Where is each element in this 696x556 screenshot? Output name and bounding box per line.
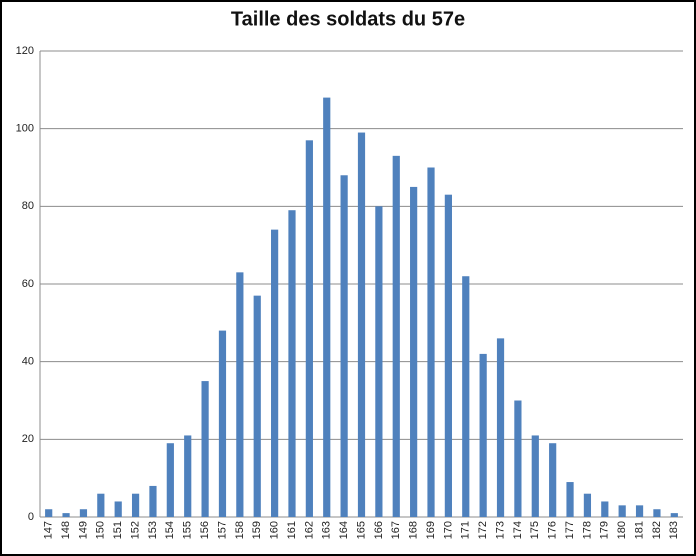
bar xyxy=(583,493,592,517)
y-tick-label: 120 xyxy=(16,45,34,57)
x-tick-label: 158 xyxy=(234,521,246,539)
x-tick-label: 151 xyxy=(112,521,124,539)
x-tick-label: 172 xyxy=(477,521,489,539)
x-tick-label: 147 xyxy=(43,521,55,539)
x-tick-label: 155 xyxy=(182,521,194,539)
y-tick-label: 60 xyxy=(22,278,34,290)
bar xyxy=(184,435,192,517)
chart-title: Taille des soldats du 57e xyxy=(231,8,465,30)
bar xyxy=(201,381,209,517)
bar xyxy=(670,513,678,517)
x-tick-label: 181 xyxy=(633,521,645,539)
x-tick-label: 160 xyxy=(269,521,281,539)
x-tick-label: 150 xyxy=(95,521,107,539)
bar xyxy=(618,505,626,517)
x-tick-label: 176 xyxy=(547,521,559,539)
bar xyxy=(427,167,435,517)
x-tick-label: 164 xyxy=(338,521,350,539)
x-tick-label: 159 xyxy=(251,521,263,539)
bar xyxy=(496,338,505,517)
bar xyxy=(479,353,487,517)
x-tick-label: 162 xyxy=(303,521,315,539)
x-tick-label: 179 xyxy=(599,521,611,539)
bar xyxy=(236,272,244,517)
bar xyxy=(653,509,661,517)
x-tick-label: 175 xyxy=(529,521,541,539)
x-tick-label: 169 xyxy=(425,521,437,539)
x-tick-label: 182 xyxy=(651,521,663,539)
x-tick-label: 174 xyxy=(512,521,524,539)
bar xyxy=(410,186,418,517)
x-tick-label: 177 xyxy=(564,521,576,539)
bar xyxy=(79,509,88,517)
y-tick-label: 80 xyxy=(22,200,34,212)
bar xyxy=(166,443,174,517)
bar xyxy=(340,175,348,517)
x-tick-label: 149 xyxy=(77,521,89,539)
x-tick-label: 163 xyxy=(321,521,333,539)
bar xyxy=(375,206,383,518)
x-tick-label: 170 xyxy=(442,521,454,539)
y-tick-label: 100 xyxy=(16,123,34,135)
y-tick-label: 0 xyxy=(28,511,34,523)
x-tick-label: 167 xyxy=(390,521,402,539)
bar xyxy=(131,493,140,517)
bar xyxy=(305,140,313,518)
x-tick-label: 171 xyxy=(460,521,472,539)
bar xyxy=(271,229,279,517)
x-tick-label: 165 xyxy=(355,521,367,539)
bar xyxy=(97,493,105,517)
bar xyxy=(323,97,331,517)
bar xyxy=(514,400,522,517)
x-tick-label: 183 xyxy=(668,521,680,539)
bar xyxy=(218,330,227,517)
y-tick-label: 40 xyxy=(22,356,34,368)
x-tick-label: 156 xyxy=(199,521,211,539)
bar xyxy=(444,194,452,517)
bar xyxy=(149,485,157,517)
bar xyxy=(635,505,644,517)
x-tick-label: 153 xyxy=(147,521,159,539)
bar xyxy=(462,276,470,517)
x-tick-label: 157 xyxy=(216,521,228,539)
x-tick-label: 152 xyxy=(129,521,141,539)
bar xyxy=(288,210,296,517)
bar xyxy=(549,443,557,517)
bar xyxy=(114,501,122,517)
bar xyxy=(601,501,609,517)
bar xyxy=(62,513,70,517)
x-tick-label: 168 xyxy=(408,521,420,539)
x-tick-label: 166 xyxy=(373,521,385,539)
bar xyxy=(566,482,574,517)
bar xyxy=(253,295,261,517)
bar xyxy=(531,435,539,517)
bar xyxy=(357,132,366,518)
x-tick-label: 154 xyxy=(164,521,176,539)
x-tick-label: 173 xyxy=(494,521,506,539)
x-tick-label: 178 xyxy=(581,521,593,539)
x-tick-label: 148 xyxy=(60,521,72,539)
bar xyxy=(392,155,400,517)
bar xyxy=(45,509,53,517)
x-tick-label: 180 xyxy=(616,521,628,539)
y-tick-label: 20 xyxy=(22,433,34,445)
x-tick-label: 161 xyxy=(286,521,298,539)
